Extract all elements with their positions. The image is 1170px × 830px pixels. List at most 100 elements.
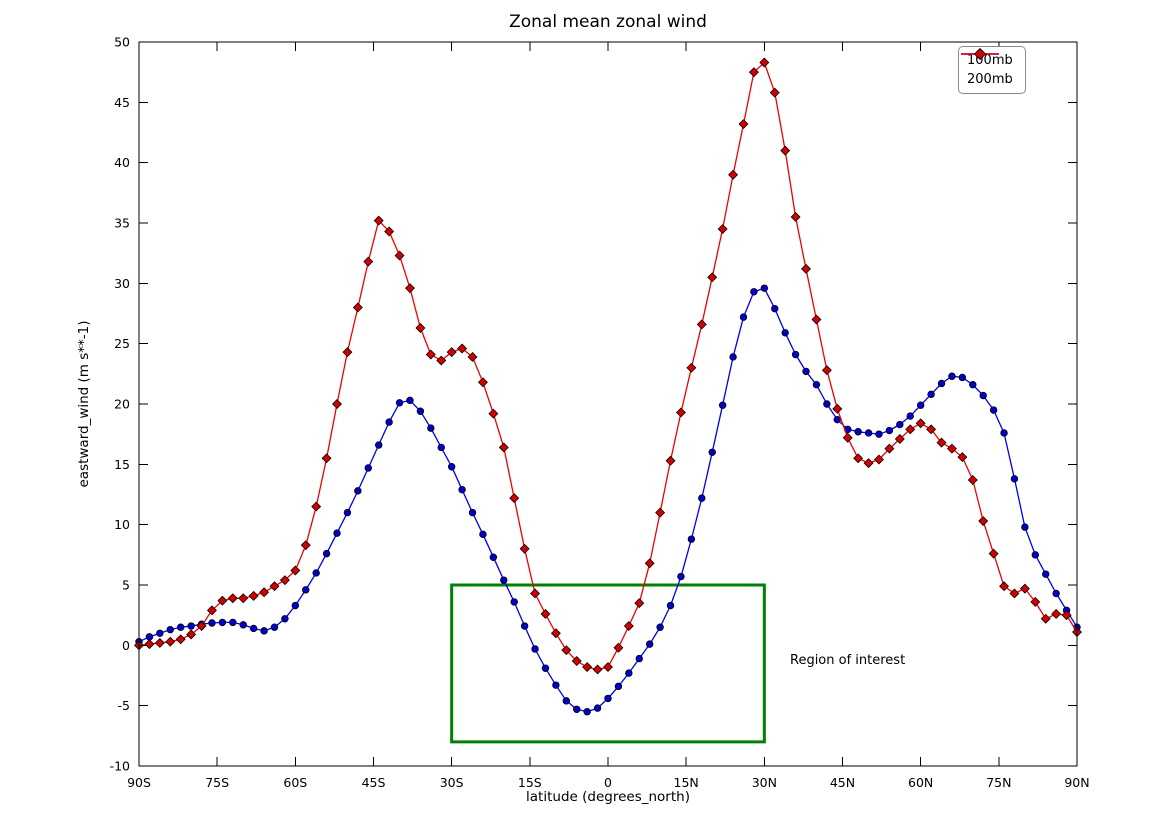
marker-circle-100mb [468,508,477,517]
marker-circle-100mb [437,443,445,452]
marker-diamond-200mb [946,443,957,454]
marker-circle-100mb [979,391,987,400]
marker-diamond-200mb [206,605,217,616]
x-tick-label: 90S [127,775,151,790]
y-tick-label: 0 [122,638,130,653]
chart-title: Zonal mean zonal wind [509,12,707,32]
marker-diamond-200mb [571,656,582,666]
marker-diamond-200mb [717,224,728,234]
marker-diamond-200mb [217,595,228,606]
marker-diamond-200mb [905,424,916,435]
marker-diamond-200mb [592,664,603,675]
marker-diamond-200mb [686,362,697,373]
marker-diamond-200mb [978,516,989,527]
marker-diamond-200mb [540,608,551,619]
marker-diamond-200mb [863,458,874,469]
marker-diamond-200mb [894,434,905,444]
marker-diamond-200mb [696,319,707,330]
marker-circle-100mb [343,508,352,517]
marker-diamond-200mb [477,377,488,388]
marker-diamond-200mb [561,645,572,656]
marker-circle-100mb [823,400,831,408]
marker-diamond-200mb [415,323,426,333]
marker-circle-100mb [375,441,383,449]
marker-diamond-200mb [498,442,509,453]
marker-circle-100mb [520,622,529,630]
marker-diamond-200mb [613,642,624,653]
marker-circle-100mb [541,664,550,672]
marker-diamond-200mb [707,272,718,283]
marker-diamond-200mb [582,662,593,673]
marker-diamond-200mb [488,408,499,419]
marker-diamond-200mb [811,314,822,325]
marker-diamond-200mb [165,636,176,647]
y-tick-label: 50 [114,35,130,50]
y-tick-label: 45 [114,95,130,110]
marker-diamond-200mb [363,256,374,267]
marker-diamond-200mb [957,452,968,463]
marker-diamond-200mb [394,250,405,261]
y-tick-label: -5 [118,698,130,713]
marker-circle-100mb [458,485,466,494]
marker-circle-100mb [948,372,956,380]
marker-circle-100mb [698,494,706,502]
series-line-100mb [138,287,1078,713]
marker-diamond-200mb [915,418,926,429]
marker-circle-100mb [312,569,320,577]
marker-diamond-200mb [384,226,395,237]
marker-diamond-200mb [780,145,791,156]
marker-circle-100mb [1052,589,1060,598]
marker-circle-100mb [604,694,612,703]
marker-circle-100mb [354,487,362,495]
marker-circle-100mb [291,601,300,610]
marker-diamond-200mb [196,621,207,631]
x-tick-label: 75S [205,775,229,790]
marker-diamond-200mb [373,215,384,226]
marker-circle-100mb [270,623,279,631]
legend-sample-200mb [973,47,987,61]
marker-circle-100mb [1021,523,1029,531]
marker-circle-100mb [187,622,195,630]
marker-circle-100mb [416,407,425,415]
marker-circle-100mb [896,420,904,429]
marker-circle-100mb [322,549,331,558]
marker-diamond-200mb [790,212,801,222]
marker-diamond-200mb [738,119,749,130]
x-tick-label: 0 [604,775,612,790]
marker-circle-100mb [812,380,821,389]
marker-diamond-200mb [665,455,676,466]
marker-diamond-200mb [238,593,249,604]
marker-diamond-200mb [405,283,415,294]
marker-diamond-200mb [144,639,155,650]
series-line-200mb [138,61,1078,671]
marker-circle-100mb [666,601,675,610]
legend-item-200mb: 200mb [961,47,1013,87]
marker-diamond-200mb [675,407,686,418]
marker-diamond-200mb [279,575,290,586]
marker-diamond-200mb [1030,596,1041,607]
x-axis-label: latitude (degrees_north) [526,789,690,805]
marker-diamond-200mb [821,365,832,376]
marker-diamond-200mb [446,347,457,358]
marker-circle-100mb [281,615,289,623]
marker-circle-100mb [1010,475,1019,483]
x-tick-label: 45N [830,775,855,790]
marker-diamond-200mb [842,432,853,443]
marker-diamond-200mb [519,543,530,554]
marker-diamond-200mb [832,403,843,414]
marker-circle-100mb [593,704,602,712]
marker-diamond-200mb [269,581,280,592]
marker-diamond-200mb [175,634,186,645]
marker-circle-100mb [635,654,643,663]
x-tick-label: 30N [752,775,777,790]
marker-diamond-200mb [748,67,759,78]
marker-circle-100mb [500,576,508,584]
marker-diamond-200mb [352,302,363,313]
marker-circle-100mb [927,390,935,399]
marker-diamond-200mb [874,454,884,465]
marker-circle-100mb [739,313,748,321]
marker-circle-100mb [176,623,185,631]
region-of-interest-label: Region of interest [790,653,906,668]
